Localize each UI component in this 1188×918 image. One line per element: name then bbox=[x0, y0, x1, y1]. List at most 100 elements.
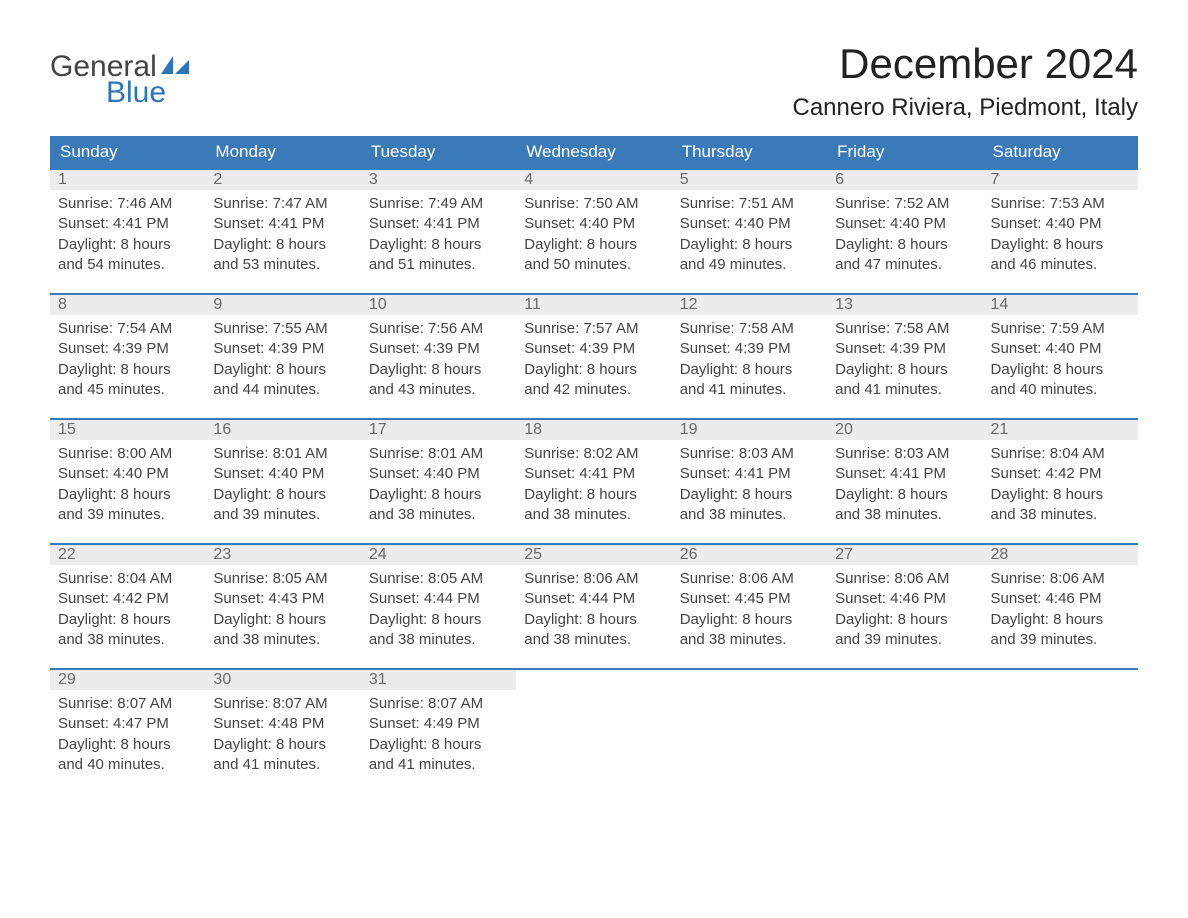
day-cell: Sunrise: 7:47 AMSunset: 4:41 PMDaylight:… bbox=[205, 190, 360, 294]
sunset-line: Sunset: 4:44 PM bbox=[369, 589, 508, 609]
day-number: 9 bbox=[205, 294, 360, 315]
daylight-line: Daylight: 8 hours and 50 minutes. bbox=[524, 235, 663, 276]
sunset-line: Sunset: 4:39 PM bbox=[835, 339, 974, 359]
daylight-line: Daylight: 8 hours and 41 minutes. bbox=[213, 735, 352, 776]
day-number: 19 bbox=[672, 419, 827, 440]
daylight-line: Daylight: 8 hours and 40 minutes. bbox=[58, 735, 197, 776]
day-number: 12 bbox=[672, 294, 827, 315]
sunrise-line: Sunrise: 8:07 AM bbox=[58, 694, 197, 714]
day-number: 15 bbox=[50, 419, 205, 440]
sunrise-line: Sunrise: 8:01 AM bbox=[213, 444, 352, 464]
day-cell: Sunrise: 8:02 AMSunset: 4:41 PMDaylight:… bbox=[516, 440, 671, 544]
sunrise-line: Sunrise: 8:02 AM bbox=[524, 444, 663, 464]
daylight-line: Daylight: 8 hours and 38 minutes. bbox=[835, 485, 974, 526]
empty-day-cell bbox=[672, 690, 827, 793]
sunrise-line: Sunrise: 8:01 AM bbox=[369, 444, 508, 464]
daylight-line: Daylight: 8 hours and 38 minutes. bbox=[680, 485, 819, 526]
day-number: 28 bbox=[983, 544, 1138, 565]
sunset-line: Sunset: 4:46 PM bbox=[835, 589, 974, 609]
day-number: 31 bbox=[361, 669, 516, 690]
sunset-line: Sunset: 4:40 PM bbox=[680, 214, 819, 234]
page-header: General Blue December 2024 Cannero Rivie… bbox=[50, 40, 1138, 122]
sunrise-line: Sunrise: 8:06 AM bbox=[524, 569, 663, 589]
day-cell: Sunrise: 8:00 AMSunset: 4:40 PMDaylight:… bbox=[50, 440, 205, 544]
day-cell: Sunrise: 8:07 AMSunset: 4:48 PMDaylight:… bbox=[205, 690, 360, 793]
sunset-line: Sunset: 4:39 PM bbox=[369, 339, 508, 359]
sunset-line: Sunset: 4:40 PM bbox=[991, 339, 1130, 359]
sunrise-line: Sunrise: 7:49 AM bbox=[369, 194, 508, 214]
daylight-line: Daylight: 8 hours and 38 minutes. bbox=[58, 610, 197, 651]
sunrise-line: Sunrise: 8:04 AM bbox=[58, 569, 197, 589]
daylight-line: Daylight: 8 hours and 38 minutes. bbox=[991, 485, 1130, 526]
day-number: 4 bbox=[516, 169, 671, 190]
empty-day-number bbox=[672, 669, 827, 690]
day-cell: Sunrise: 8:06 AMSunset: 4:46 PMDaylight:… bbox=[827, 565, 982, 669]
sunset-line: Sunset: 4:39 PM bbox=[58, 339, 197, 359]
day-cell: Sunrise: 7:54 AMSunset: 4:39 PMDaylight:… bbox=[50, 315, 205, 419]
daylight-line: Daylight: 8 hours and 38 minutes. bbox=[680, 610, 819, 651]
weekday-header: Saturday bbox=[983, 136, 1138, 169]
daylight-line: Daylight: 8 hours and 38 minutes. bbox=[213, 610, 352, 651]
day-number: 27 bbox=[827, 544, 982, 565]
sunset-line: Sunset: 4:48 PM bbox=[213, 714, 352, 734]
sunrise-line: Sunrise: 7:47 AM bbox=[213, 194, 352, 214]
day-number: 5 bbox=[672, 169, 827, 190]
sunrise-line: Sunrise: 8:06 AM bbox=[991, 569, 1130, 589]
day-cell: Sunrise: 8:03 AMSunset: 4:41 PMDaylight:… bbox=[672, 440, 827, 544]
daylight-line: Daylight: 8 hours and 54 minutes. bbox=[58, 235, 197, 276]
day-number: 7 bbox=[983, 169, 1138, 190]
day-cell: Sunrise: 7:58 AMSunset: 4:39 PMDaylight:… bbox=[827, 315, 982, 419]
sunrise-line: Sunrise: 7:59 AM bbox=[991, 319, 1130, 339]
empty-day-number bbox=[516, 669, 671, 690]
empty-day-cell bbox=[983, 690, 1138, 793]
sunset-line: Sunset: 4:40 PM bbox=[524, 214, 663, 234]
weekday-header-row: SundayMondayTuesdayWednesdayThursdayFrid… bbox=[50, 136, 1138, 169]
weekday-header: Thursday bbox=[672, 136, 827, 169]
sunset-line: Sunset: 4:46 PM bbox=[991, 589, 1130, 609]
empty-day-cell bbox=[516, 690, 671, 793]
brand-word2: Blue bbox=[106, 76, 166, 110]
day-cell: Sunrise: 8:05 AMSunset: 4:44 PMDaylight:… bbox=[361, 565, 516, 669]
sunrise-line: Sunrise: 8:05 AM bbox=[369, 569, 508, 589]
daylight-line: Daylight: 8 hours and 39 minutes. bbox=[213, 485, 352, 526]
day-number: 11 bbox=[516, 294, 671, 315]
daylight-line: Daylight: 8 hours and 53 minutes. bbox=[213, 235, 352, 276]
sunrise-line: Sunrise: 7:56 AM bbox=[369, 319, 508, 339]
empty-day-cell bbox=[827, 690, 982, 793]
sunrise-line: Sunrise: 7:54 AM bbox=[58, 319, 197, 339]
day-cell: Sunrise: 7:49 AMSunset: 4:41 PMDaylight:… bbox=[361, 190, 516, 294]
day-cell: Sunrise: 7:53 AMSunset: 4:40 PMDaylight:… bbox=[983, 190, 1138, 294]
day-number-row: 293031 bbox=[50, 669, 1138, 690]
day-cell: Sunrise: 8:03 AMSunset: 4:41 PMDaylight:… bbox=[827, 440, 982, 544]
day-cell: Sunrise: 7:51 AMSunset: 4:40 PMDaylight:… bbox=[672, 190, 827, 294]
day-body-row: Sunrise: 7:46 AMSunset: 4:41 PMDaylight:… bbox=[50, 190, 1138, 294]
sunset-line: Sunset: 4:41 PM bbox=[58, 214, 197, 234]
daylight-line: Daylight: 8 hours and 40 minutes. bbox=[991, 360, 1130, 401]
weekday-header: Sunday bbox=[50, 136, 205, 169]
sunrise-line: Sunrise: 7:50 AM bbox=[524, 194, 663, 214]
day-number: 18 bbox=[516, 419, 671, 440]
sunrise-line: Sunrise: 7:53 AM bbox=[991, 194, 1130, 214]
day-number: 8 bbox=[50, 294, 205, 315]
day-number: 13 bbox=[827, 294, 982, 315]
sunrise-line: Sunrise: 8:00 AM bbox=[58, 444, 197, 464]
weekday-header: Wednesday bbox=[516, 136, 671, 169]
day-cell: Sunrise: 8:05 AMSunset: 4:43 PMDaylight:… bbox=[205, 565, 360, 669]
location-subtitle: Cannero Riviera, Piedmont, Italy bbox=[793, 94, 1139, 122]
daylight-line: Daylight: 8 hours and 43 minutes. bbox=[369, 360, 508, 401]
weekday-header: Friday bbox=[827, 136, 982, 169]
daylight-line: Daylight: 8 hours and 39 minutes. bbox=[58, 485, 197, 526]
daylight-line: Daylight: 8 hours and 49 minutes. bbox=[680, 235, 819, 276]
day-cell: Sunrise: 8:07 AMSunset: 4:47 PMDaylight:… bbox=[50, 690, 205, 793]
sunset-line: Sunset: 4:47 PM bbox=[58, 714, 197, 734]
daylight-line: Daylight: 8 hours and 45 minutes. bbox=[58, 360, 197, 401]
day-number: 3 bbox=[361, 169, 516, 190]
daylight-line: Daylight: 8 hours and 38 minutes. bbox=[369, 610, 508, 651]
sunrise-line: Sunrise: 8:03 AM bbox=[835, 444, 974, 464]
sunset-line: Sunset: 4:43 PM bbox=[213, 589, 352, 609]
day-number: 16 bbox=[205, 419, 360, 440]
weekday-header: Monday bbox=[205, 136, 360, 169]
day-number-row: 1234567 bbox=[50, 169, 1138, 190]
day-body-row: Sunrise: 8:07 AMSunset: 4:47 PMDaylight:… bbox=[50, 690, 1138, 793]
daylight-line: Daylight: 8 hours and 39 minutes. bbox=[991, 610, 1130, 651]
